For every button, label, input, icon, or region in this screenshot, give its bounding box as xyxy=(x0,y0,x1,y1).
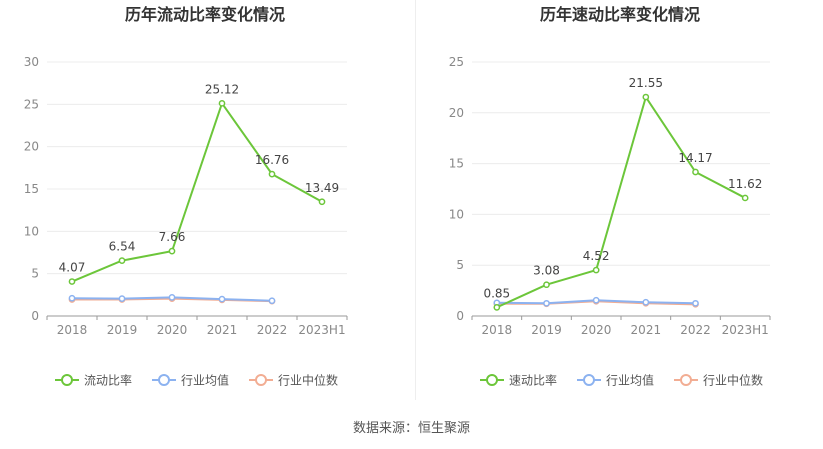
chart2-legend-swatch-marker xyxy=(486,374,498,386)
chart2-y-tick-label: 15 xyxy=(449,157,464,171)
chart1-x-tick-label: 2022 xyxy=(257,323,288,337)
chart2-series1-point xyxy=(493,304,501,311)
chart2-data-label: 0.85 xyxy=(483,286,510,300)
chart2-y-tick-label: 10 xyxy=(449,207,464,221)
chart2-x-tick-label: 2019 xyxy=(531,323,562,337)
chart1-series1-point xyxy=(118,257,126,264)
chart2-series2-point xyxy=(692,299,699,307)
chart1-legend-swatch-marker xyxy=(158,374,170,386)
chart1-y-tick-label: 30 xyxy=(24,55,39,69)
chart2-y-tick-label: 25 xyxy=(449,55,464,69)
chart1-legend-label: 流动比率 xyxy=(84,373,132,388)
chart1-series2-point xyxy=(168,294,176,301)
chart2-series1-point xyxy=(642,93,650,101)
chart1-y-tick-label: 5 xyxy=(31,267,39,281)
chart2-data-label: 3.08 xyxy=(533,264,560,278)
chart1-x-tick-label: 2020 xyxy=(157,323,188,337)
chart1-series1-point xyxy=(268,170,276,178)
chart1-data-label: 25.12 xyxy=(205,82,239,96)
chart1-data-label: 7.66 xyxy=(159,230,186,244)
chart2-x-tick-label: 2020 xyxy=(581,323,612,337)
chart2-data-label: 21.55 xyxy=(629,76,663,90)
chart2-series1-point xyxy=(741,194,749,202)
chart2-x-tick-label: 2023H1 xyxy=(722,323,769,337)
chart2-series1-point xyxy=(692,168,699,176)
chart2-data-label: 4.52 xyxy=(583,249,610,263)
panel-divider xyxy=(415,0,416,400)
chart1-data-label: 16.76 xyxy=(255,153,289,167)
chart1-series2-point xyxy=(68,294,76,302)
chart1-series1-point xyxy=(68,278,76,285)
chart1-legend-label: 行业均值 xyxy=(181,373,229,388)
chart1-data-label: 13.49 xyxy=(305,181,339,195)
chart1-series2-point xyxy=(118,295,126,302)
chart1-series1-point xyxy=(168,247,176,255)
chart2-y-tick-label: 20 xyxy=(449,106,464,120)
chart1-y-tick-label: 10 xyxy=(24,224,39,238)
chart2-series2-point xyxy=(543,299,550,307)
chart1-data-label: 6.54 xyxy=(109,240,136,254)
chart2-legend-swatch-marker xyxy=(583,374,595,386)
chart1-y-tick-label: 15 xyxy=(24,182,39,196)
chart1-series1-point xyxy=(218,99,226,107)
chart1-legend-swatch-marker xyxy=(61,374,73,386)
chart2-legend-label: 行业均值 xyxy=(606,373,654,388)
chart2-data-label: 14.17 xyxy=(678,151,712,165)
chart2-series2-point xyxy=(642,298,650,306)
chart2-series2-point xyxy=(592,296,600,304)
chart1-title: 历年流动比率变化情况 xyxy=(125,5,285,24)
chart2-legend-label: 速动比率 xyxy=(509,373,557,388)
chart1-x-tick-label: 2019 xyxy=(107,323,138,337)
chart1-x-tick-label: 2021 xyxy=(207,323,238,337)
chart1-y-tick-label: 20 xyxy=(24,140,39,154)
chart1-legend-swatch-marker xyxy=(255,374,267,386)
chart2-y-tick-label: 0 xyxy=(456,309,464,323)
chart1-series1-point xyxy=(318,198,326,206)
chart2-x-tick-label: 2018 xyxy=(482,323,513,337)
chart2-legend-swatch-marker xyxy=(680,374,692,386)
chart2-series1-point xyxy=(543,281,550,289)
chart1-y-tick-label: 25 xyxy=(24,97,39,111)
chart1-series-line-1 xyxy=(71,101,323,283)
chart1-y-tick-label: 0 xyxy=(31,309,39,323)
chart1-legend-label: 行业中位数 xyxy=(278,373,338,388)
chart2-legend-label: 行业中位数 xyxy=(703,373,763,388)
chart2-title: 历年速动比率变化情况 xyxy=(540,5,700,24)
chart1-data-label: 4.07 xyxy=(59,261,86,275)
chart2-y-tick-label: 5 xyxy=(456,258,464,272)
chart1-x-tick-label: 2018 xyxy=(57,323,88,337)
data-source-note: 数据来源：恒生聚源 xyxy=(352,421,470,436)
chart2-x-tick-label: 2021 xyxy=(631,323,662,337)
chart2-series-line-1 xyxy=(496,94,746,309)
chart1-series2-point xyxy=(268,297,276,305)
chart2-series1-point xyxy=(592,266,600,274)
chart1-series2-point xyxy=(218,295,226,303)
chart1-x-tick-label: 2023H1 xyxy=(298,323,345,337)
chart2-x-tick-label: 2022 xyxy=(680,323,711,337)
chart2-data-label: 11.62 xyxy=(728,177,762,191)
